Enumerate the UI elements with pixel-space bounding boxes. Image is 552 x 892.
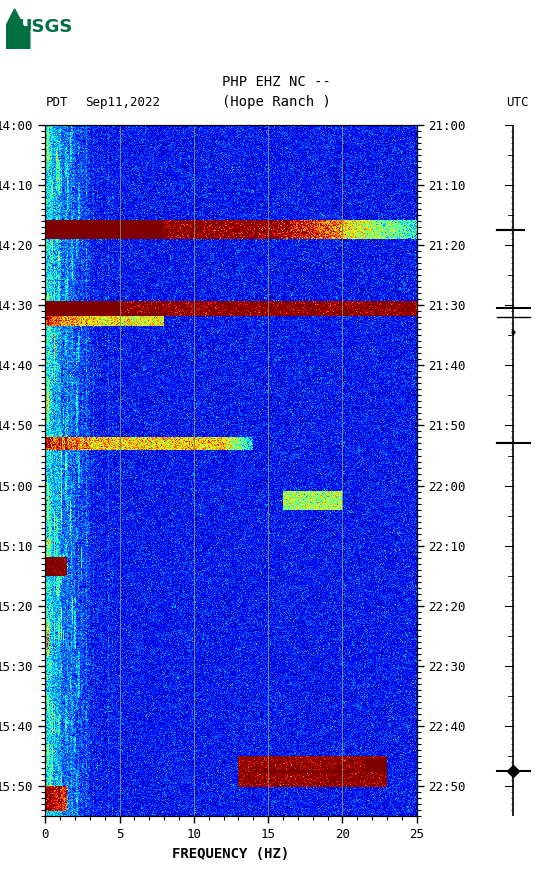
Text: UTC: UTC [506, 95, 529, 109]
Text: USGS: USGS [17, 18, 73, 36]
Text: Sep11,2022: Sep11,2022 [86, 95, 161, 109]
Text: PDT: PDT [45, 95, 68, 109]
Text: PHP EHZ NC --: PHP EHZ NC -- [221, 75, 331, 89]
X-axis label: FREQUENCY (HZ): FREQUENCY (HZ) [172, 847, 290, 861]
Text: (Hope Ranch ): (Hope Ranch ) [221, 95, 331, 109]
Polygon shape [6, 9, 30, 49]
